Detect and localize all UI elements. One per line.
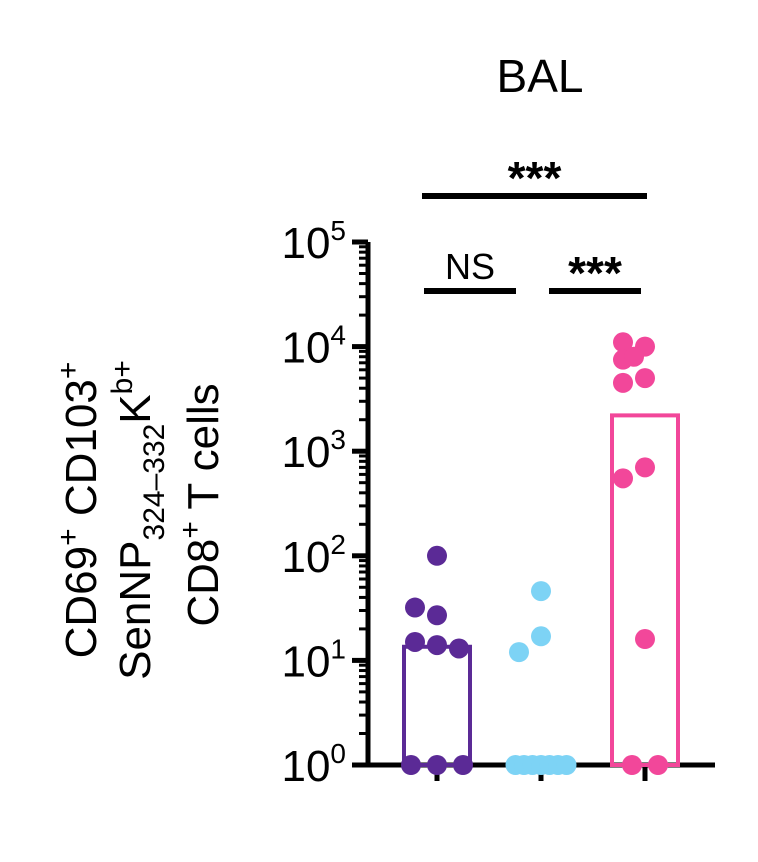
- svg-text:SenNP324–332Kb+: SenNP324–332Kb+: [106, 360, 171, 680]
- ylabel-line2: SenNP: [111, 540, 160, 679]
- data-point: [622, 755, 642, 775]
- data-point: [449, 638, 469, 659]
- data-point: [531, 626, 551, 647]
- significance-label: NS: [445, 246, 495, 287]
- ylabel-line1b-sup: +: [52, 362, 85, 380]
- data-point: [453, 755, 473, 775]
- data-point: [648, 755, 668, 775]
- ylabel-line3b: T cells: [179, 383, 228, 521]
- data-point: [427, 635, 447, 656]
- data-point: [556, 755, 577, 775]
- bar: [610, 413, 680, 767]
- ylabel-line3: CD8: [179, 539, 228, 627]
- ylabel-line1: CD69: [57, 546, 106, 659]
- data-point: [427, 755, 447, 775]
- data-point: [509, 642, 529, 663]
- y-tick-label: 104: [281, 320, 346, 373]
- data-point: [613, 332, 633, 353]
- data-point: [635, 368, 655, 389]
- data-point: [427, 605, 447, 626]
- y-tick-label: 101: [281, 633, 346, 686]
- significance-brackets: NS ******: [422, 152, 647, 299]
- significance-label: ***: [568, 247, 622, 299]
- data-point: [613, 468, 633, 489]
- data-point: [401, 755, 421, 775]
- svg-text:CD69+ CD103+: CD69+ CD103+: [52, 362, 106, 659]
- data-point: [427, 545, 447, 566]
- ylabel-line2-sub: 324–332: [138, 424, 171, 541]
- data-point: [635, 629, 655, 650]
- bar: [402, 644, 472, 767]
- ylabel-line2b: K: [111, 394, 160, 423]
- ylabel-line1-sup: +: [52, 528, 85, 546]
- data-point: [531, 581, 551, 602]
- ylabel-line1b: CD103: [57, 379, 106, 528]
- data-point: [613, 372, 633, 393]
- ylabel-line3-sup: +: [174, 521, 207, 539]
- axes: 100 101 102 103 104 105: [281, 215, 715, 791]
- y-tick-label: 100: [281, 738, 346, 791]
- chart-title: BAL: [497, 50, 584, 102]
- y-tick-label: 102: [281, 529, 346, 582]
- ylabel-line2b-sup: b+: [106, 360, 139, 394]
- svg-text:CD8+ T cells: CD8+ T cells: [174, 383, 228, 626]
- data-point: [624, 346, 644, 367]
- data-point: [405, 631, 425, 652]
- y-axis-label: CD69+ CD103+ SenNP324–332Kb+ CD8+ T cell…: [52, 360, 228, 680]
- data-point: [635, 457, 655, 478]
- data-point: [405, 597, 425, 618]
- y-tick-label: 103: [281, 424, 346, 477]
- significance-label: ***: [508, 152, 562, 204]
- points: [401, 332, 668, 775]
- y-tick-label: 105: [281, 215, 346, 268]
